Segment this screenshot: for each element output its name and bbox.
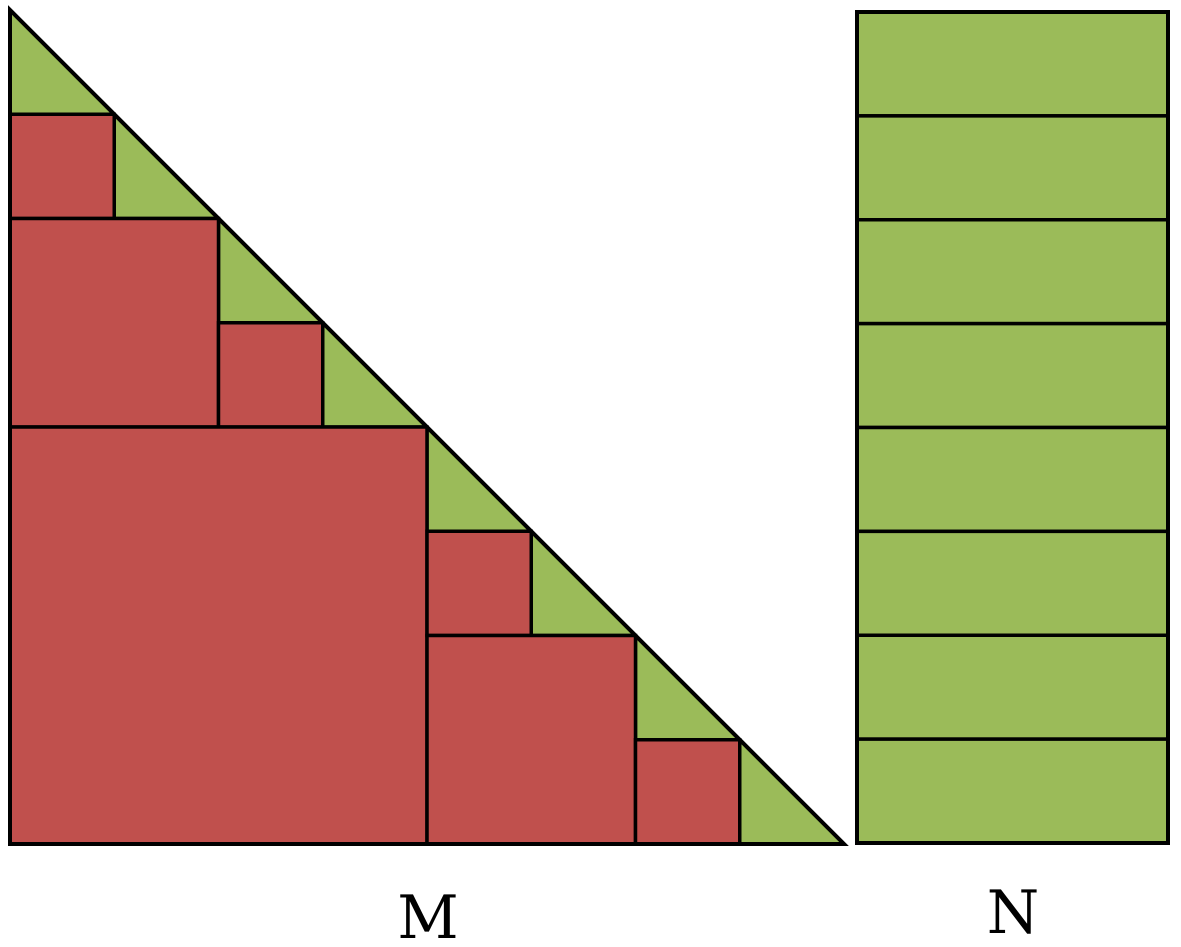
- red-square-block: [425, 529, 533, 638]
- strip-row-block: [855, 114, 1170, 222]
- strip-outline: [855, 10, 1170, 845]
- strip-row-block: [855, 529, 1170, 637]
- triangle-matrix-m: [8, 5, 849, 846]
- red-square-block: [425, 633, 638, 846]
- strip-matrix-n: [855, 10, 1170, 845]
- strip-row-block: [855, 633, 1170, 741]
- strip-row-block: [855, 218, 1170, 326]
- strip-row-block: [855, 425, 1170, 534]
- label-m: M: [397, 883, 458, 947]
- triangle-outline: [8, 5, 849, 846]
- red-square-block: [8, 216, 221, 429]
- label-n: N: [987, 878, 1040, 947]
- red-square-block: [633, 738, 742, 846]
- red-square-block: [8, 112, 116, 221]
- red-square-block: [8, 425, 429, 846]
- strip-row-block: [855, 737, 1170, 845]
- red-square-block: [216, 321, 325, 429]
- strip-row-block: [855, 10, 1170, 118]
- strip-row-block: [855, 321, 1170, 430]
